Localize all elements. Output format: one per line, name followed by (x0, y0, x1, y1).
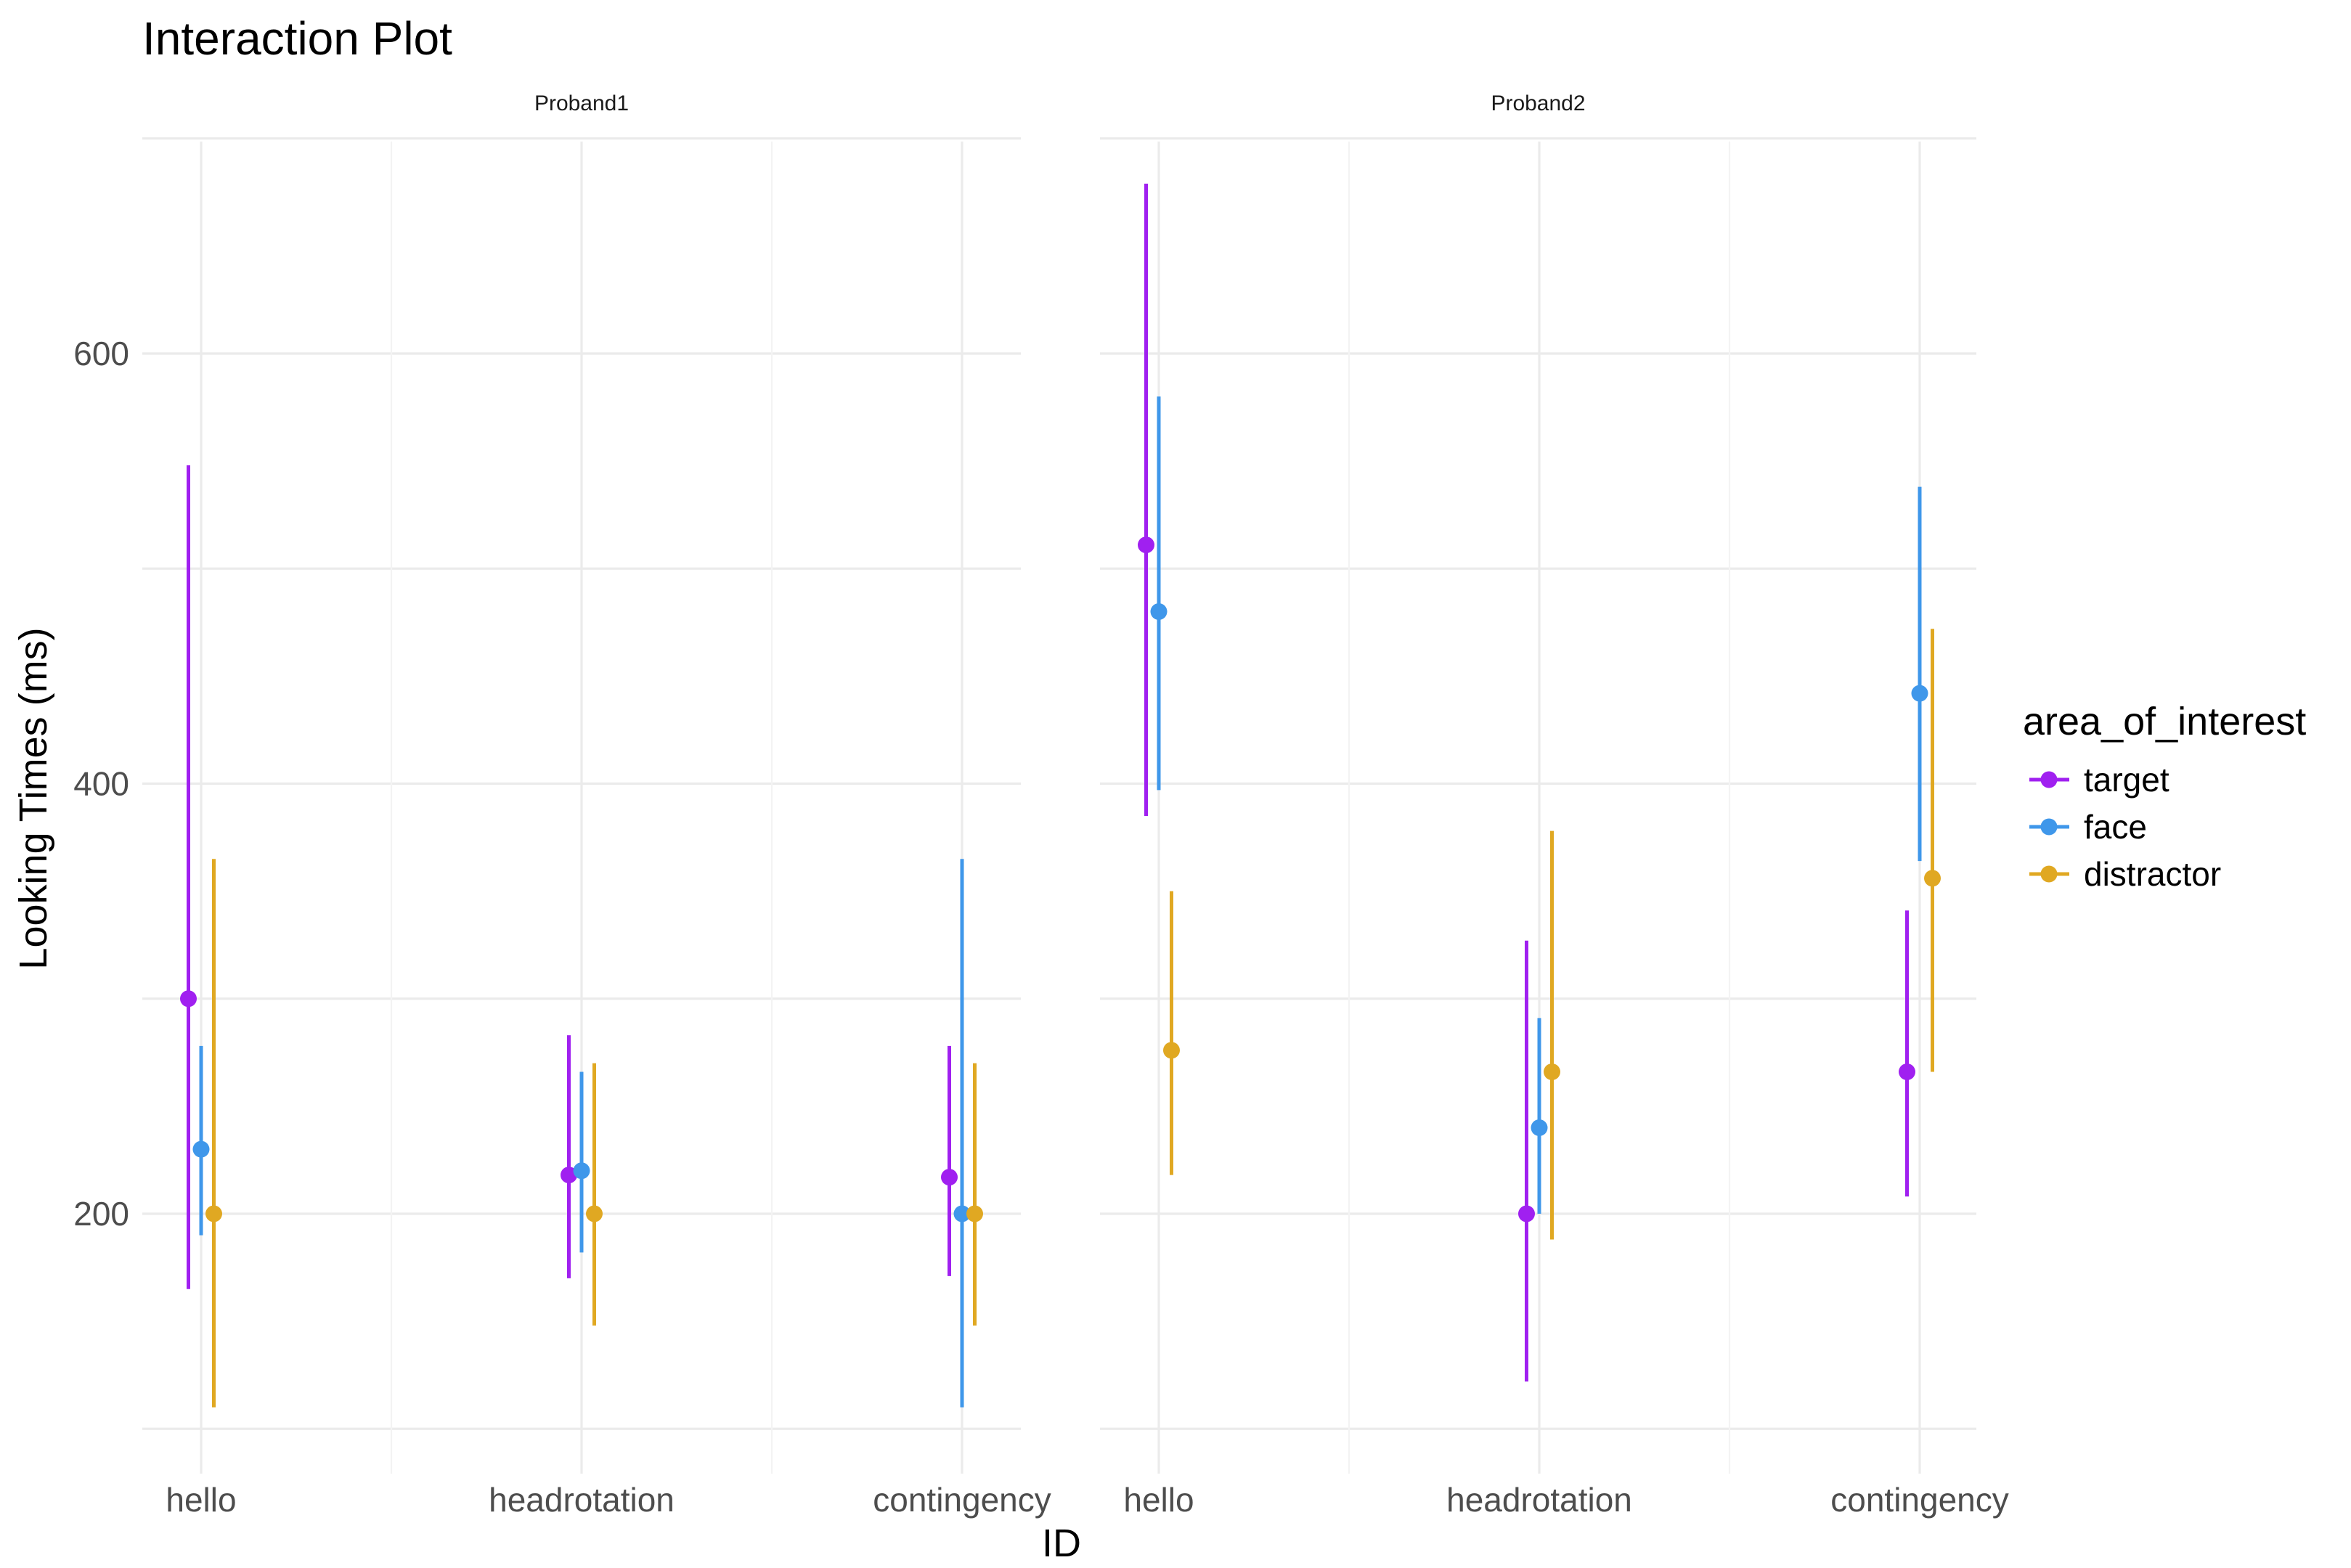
point-target-headrotation (561, 1167, 577, 1184)
x-tick-label: hello (1123, 1481, 1194, 1519)
point-distractor-contingency (1924, 870, 1941, 887)
point-distractor-contingency (966, 1205, 983, 1222)
panel-proband2: Proband2 hello headrotation contingency (1100, 91, 2009, 1519)
legend-label: distractor (2084, 855, 2221, 893)
legend: area_of_interest target face distractor (2023, 700, 2306, 893)
point-face-headrotation (1531, 1119, 1548, 1136)
point-target-hello (1138, 536, 1154, 554)
y-tick-label: 200 (73, 1195, 129, 1233)
point-distractor-hello (205, 1205, 222, 1222)
x-axis-title: ID (1042, 1522, 1081, 1565)
x-tick-label: hello (166, 1481, 236, 1519)
point-target-contingency (1899, 1063, 1915, 1080)
point-target-hello (180, 990, 197, 1008)
legend-key-point (2040, 865, 2058, 883)
legend-item-distractor: distractor (2029, 855, 2221, 893)
y-tick-label: 600 (73, 335, 129, 372)
point-face-hello (192, 1140, 210, 1158)
point-face-headrotation (573, 1162, 590, 1180)
point-distractor-hello (1163, 1042, 1180, 1059)
x-tick-label: headrotation (1446, 1481, 1632, 1519)
legend-label: target (2084, 761, 2169, 799)
legend-key-point (2040, 771, 2058, 788)
x-tick-label: headrotation (489, 1481, 675, 1519)
point-face-hello (1150, 603, 1168, 620)
point-target-headrotation (1518, 1205, 1535, 1222)
point-distractor-headrotation (586, 1205, 603, 1222)
legend-item-target: target (2029, 761, 2169, 799)
y-axis-title: Looking Times (ms) (12, 627, 55, 969)
legend-label: face (2084, 808, 2147, 846)
point-target-contingency (941, 1169, 958, 1186)
strip-label: Proband2 (1491, 91, 1585, 115)
point-face-contingency (953, 1205, 971, 1222)
panel-proband1: Proband1 hello headrotation contingency (142, 91, 1051, 1519)
point-face-contingency (1911, 685, 1928, 702)
y-tick-label: 400 (73, 765, 129, 803)
point-distractor-headrotation (1544, 1063, 1560, 1080)
chart-title: Interaction Plot (142, 12, 452, 65)
x-tick-label: contingency (873, 1481, 1051, 1519)
strip-label: Proband1 (534, 91, 629, 115)
x-tick-label: contingency (1830, 1481, 2009, 1519)
legend-key-point (2040, 818, 2058, 836)
legend-title: area_of_interest (2023, 700, 2306, 743)
legend-item-face: face (2029, 808, 2147, 846)
